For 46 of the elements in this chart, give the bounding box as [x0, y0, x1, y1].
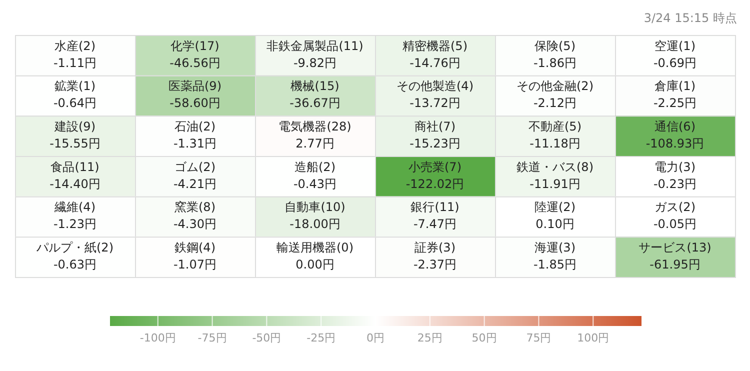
color-bar-label: 50円 [472, 331, 497, 344]
data-label: 窯業(8) -4.30円 [173, 200, 217, 232]
data-label: 小売業(7) -122.02円 [406, 160, 464, 191]
color-bar-label: 0円 [366, 331, 384, 344]
data-label: 電力(3) -0.23円 [653, 160, 697, 191]
color-bar-label: -100円 [140, 331, 176, 344]
data-label: 倉庫(1) -2.25円 [653, 79, 697, 110]
data-label: 造船(2) -0.43円 [293, 160, 337, 191]
color-bar-label: 100円 [577, 331, 610, 344]
data-label: 機械(15) -36.67円 [290, 79, 340, 110]
color-bar-label: 75円 [526, 331, 552, 344]
data-label: 鉱業(1) -0.64円 [53, 79, 97, 110]
data-label: 精密機器(5) -14.76円 [402, 38, 468, 70]
data-label: 食品(11) -14.40円 [50, 160, 100, 191]
data-label: 石油(2) -1.31円 [173, 119, 217, 150]
data-label: 証券(3) -2.37円 [413, 240, 457, 272]
data-label: 通信(6) -108.93円 [646, 119, 704, 150]
data-label: 不動産(5) -11.18円 [528, 119, 582, 150]
data-label: 保険(5) -1.86円 [533, 38, 577, 70]
data-label: 輸送用機器(0) 0.00円 [276, 240, 354, 272]
data-label: 電気機器(28) 2.77円 [278, 119, 352, 150]
data-label: 海運(3) -1.85円 [533, 240, 577, 272]
data-label: 繊維(4) -1.23円 [53, 200, 97, 232]
data-label: 化学(17) -46.56円 [170, 38, 220, 70]
data-label: パルプ・紙(2) -0.63円 [36, 240, 114, 272]
text: 3/24 15:15 時点 [644, 11, 737, 26]
data-label: 建設(9) -15.55円 [50, 119, 100, 150]
color-bar-label: -75円 [198, 331, 227, 344]
data-label: 空運(1) -0.69円 [653, 38, 697, 70]
data-label: サービス(13) -61.95円 [638, 240, 712, 272]
data-label: 鉄鋼(4) -1.07円 [173, 240, 217, 272]
data-label: 陸運(2) 0.10円 [534, 200, 576, 232]
data-label: 自動車(10) -18.00円 [284, 200, 346, 232]
data-label: その他製造(4) -13.72円 [396, 79, 474, 110]
data-label: 非鉄金属製品(11) -9.82円 [266, 38, 364, 70]
data-label: 水産(2) -1.11円 [53, 38, 97, 70]
data-label: その他金融(2) -2.12円 [516, 79, 594, 110]
data-label: ガス(2) -0.05円 [653, 200, 697, 232]
data-label: ゴム(2) -4.21円 [173, 160, 217, 191]
color-bar-label: -50円 [252, 331, 282, 344]
data-label: 医薬品(9) -58.60円 [168, 79, 222, 110]
data-label: 鉄道・バス(8) -11.91円 [516, 160, 594, 191]
data-label: 銀行(11) -7.47円 [410, 200, 460, 232]
color-bar-label: -25円 [306, 331, 336, 344]
color-bar-label: 25円 [417, 331, 442, 344]
data-label: 商社(7) -15.23円 [410, 119, 460, 150]
